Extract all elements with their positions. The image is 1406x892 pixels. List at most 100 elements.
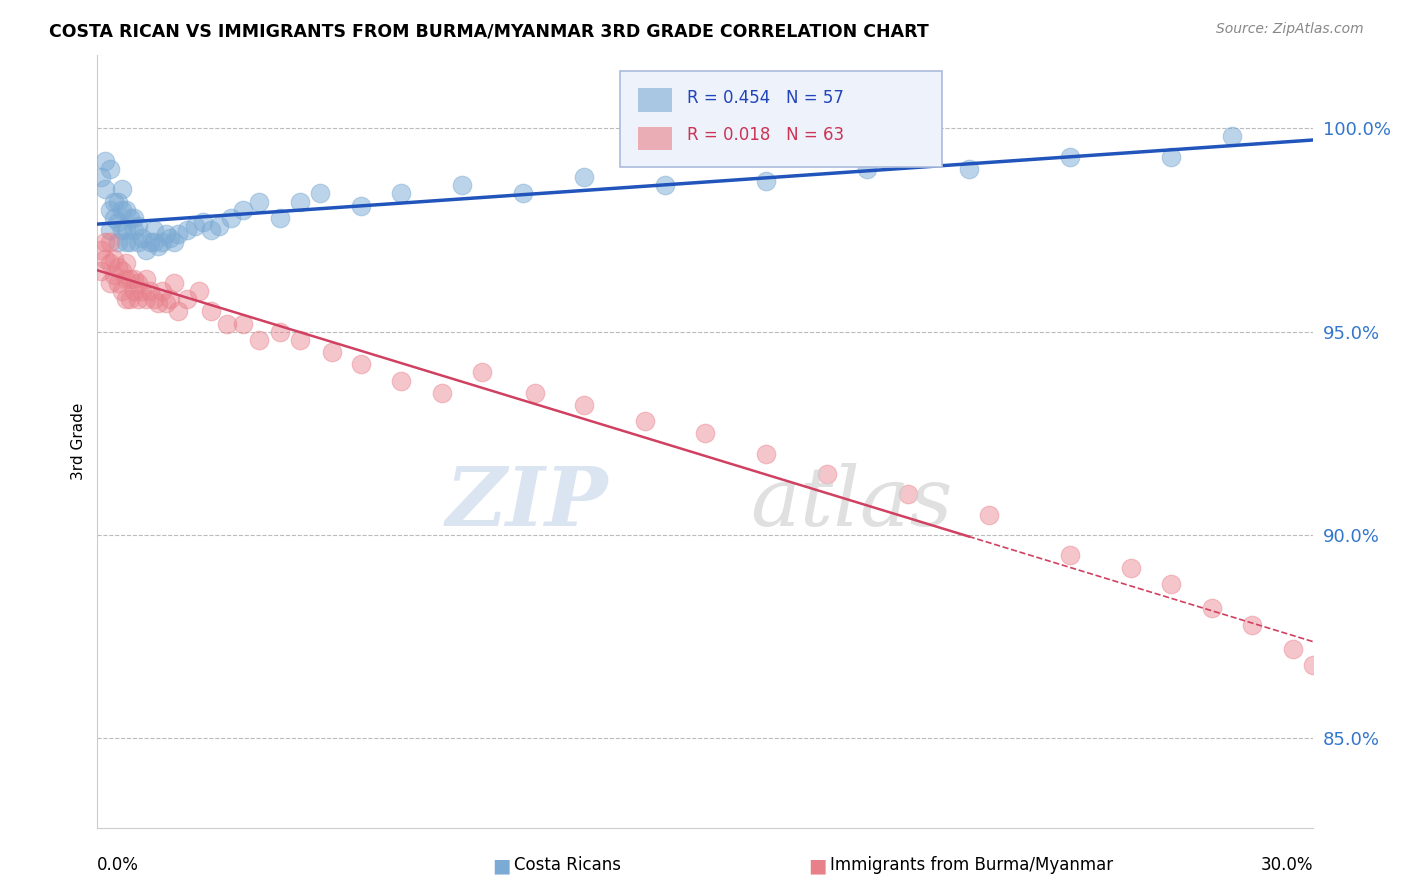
Point [111,202,134,217]
Point [1119,560,1142,574]
Point [127,276,149,290]
Point [94,182,117,196]
Point [755,174,778,188]
Text: Immigrants from Burma/Myanmar: Immigrants from Burma/Myanmar [830,856,1112,874]
Point [191,215,214,229]
Point [146,239,169,253]
Point [94,153,117,168]
Point [146,296,169,310]
Point [98,202,121,217]
Point [350,357,373,371]
Point [232,202,254,217]
Point [269,325,291,339]
Point [139,235,162,250]
Point [94,252,117,266]
Point [94,235,117,250]
Point [389,186,412,201]
Point [1059,150,1081,164]
Point [1282,642,1305,657]
Point [111,182,134,196]
Point [957,161,980,176]
Point [163,276,186,290]
Point [103,268,125,282]
Point [167,304,190,318]
Point [118,272,141,286]
Point [1160,150,1182,164]
Point [107,276,129,290]
Point [572,398,595,412]
Point [107,260,129,274]
Text: 0.0%: 0.0% [97,856,139,874]
Point [524,385,547,400]
Point [131,284,153,298]
Text: ZIP: ZIP [446,463,607,543]
Point [135,272,157,286]
Text: R = 0.018   N = 63: R = 0.018 N = 63 [688,126,844,144]
Text: ■: ■ [492,856,510,875]
Text: 30.0%: 30.0% [1261,856,1313,874]
Point [208,219,231,233]
Point [389,374,412,388]
Text: Source: ZipAtlas.com: Source: ZipAtlas.com [1216,22,1364,37]
Text: COSTA RICAN VS IMMIGRANTS FROM BURMA/MYANMAR 3RD GRADE CORRELATION CHART: COSTA RICAN VS IMMIGRANTS FROM BURMA/MYA… [49,22,929,40]
Point [135,292,157,306]
Text: ■: ■ [808,856,827,875]
Point [1160,577,1182,591]
Point [118,211,141,225]
Point [572,170,595,185]
Point [131,231,153,245]
Point [269,211,291,225]
Point [1220,129,1243,144]
Point [90,244,112,258]
Point [695,426,717,441]
Point [1334,682,1357,697]
Point [471,365,494,379]
Point [90,170,112,185]
Point [288,194,311,209]
Point [167,227,190,241]
Point [98,235,121,250]
Point [98,276,121,290]
Point [219,211,242,225]
Point [122,223,145,237]
Point [143,223,166,237]
Point [107,215,129,229]
Point [143,292,166,306]
Point [90,263,112,277]
Point [135,244,157,258]
Point [1302,658,1324,673]
Point [150,235,173,250]
Point [114,292,136,306]
Point [856,161,879,176]
Point [111,263,134,277]
Y-axis label: 3rd Grade: 3rd Grade [72,403,86,480]
Point [118,235,141,250]
Point [122,211,145,225]
Point [249,194,271,209]
Point [103,252,125,266]
Point [159,292,181,306]
Point [163,235,186,250]
Point [200,304,222,318]
Point [1059,549,1081,563]
Point [897,487,920,501]
Point [1322,670,1344,684]
Point [1241,617,1264,632]
Point [103,194,125,209]
Text: Costa Ricans: Costa Ricans [513,856,620,874]
Point [127,219,149,233]
Point [176,223,198,237]
Point [107,235,129,250]
Point [122,284,145,298]
Point [114,223,136,237]
Point [103,211,125,225]
Point [127,235,149,250]
Point [143,235,166,250]
Point [815,467,838,481]
FancyBboxPatch shape [620,70,942,167]
Point [111,223,134,237]
Point [321,345,343,359]
Point [1201,601,1223,615]
Point [139,284,162,298]
Point [512,186,534,201]
